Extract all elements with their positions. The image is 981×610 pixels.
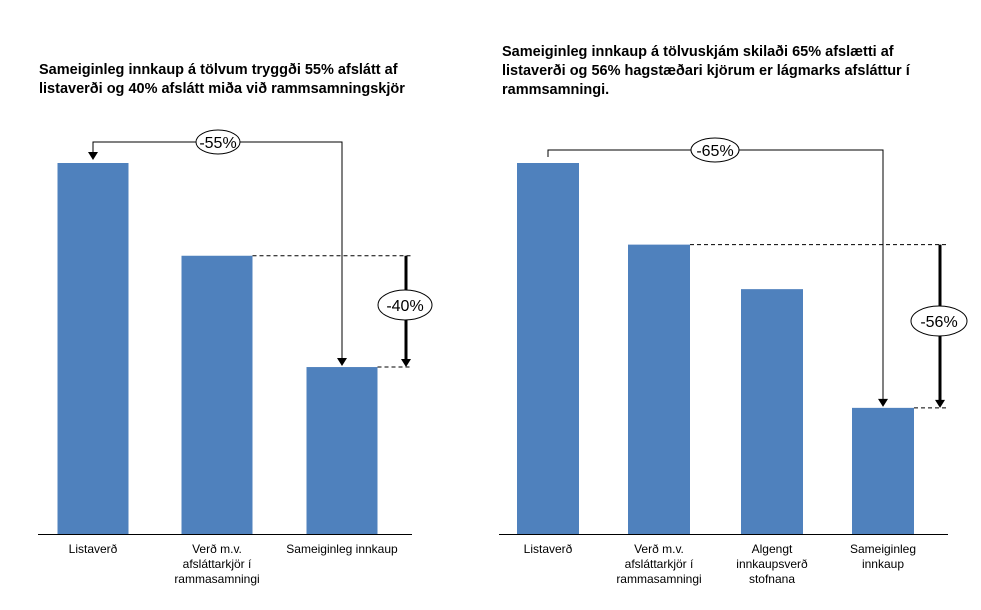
annotation-bubble <box>377 289 433 321</box>
annotation-label: -40% <box>386 298 423 315</box>
x-tick-label-line: rammasamningi <box>174 572 259 586</box>
x-tick-label: Verð m.v. afsláttarkjör í rammasamningi <box>616 542 701 586</box>
chart-left-plot: Listaverð Verð m.v. afsláttarkjör í rammasa… <box>38 129 433 586</box>
x-tick-label-line: rammasamningi <box>616 572 701 586</box>
x-tick-label-line: afsláttarkjör í <box>183 557 252 571</box>
bracket-arrow-head <box>337 358 347 367</box>
x-tick-label: Verð m.v. afsláttarkjör í rammasamningi <box>174 542 259 586</box>
annotation-label: -65% <box>696 143 733 160</box>
x-tick-label-line: innkaupsverð <box>736 557 808 571</box>
annotation-bubble <box>690 137 740 163</box>
chart-right-plot: Listaverð Verð m.v. afsláttarkjör í rammasa… <box>499 137 968 586</box>
x-tick-label: Listaverð <box>524 542 573 556</box>
bracket-arrow-head <box>878 398 888 407</box>
bar <box>628 244 690 534</box>
chart-right: Sameiginleg innkaup á tölvuskjám skilaði… <box>470 0 981 610</box>
drop-arrow-head <box>935 399 945 408</box>
x-tick-label-line: Verð m.v. <box>634 542 684 556</box>
x-tick-label: Algengt innkaupsverð stofnana <box>736 542 808 586</box>
bracket-line <box>547 149 884 400</box>
x-tick-label-line: Listaverð <box>69 542 118 556</box>
bar <box>57 163 129 534</box>
x-tick-label-line: Listaverð <box>524 542 573 556</box>
bar <box>741 289 803 534</box>
annotation-label: -55% <box>199 135 236 152</box>
bar <box>306 367 378 534</box>
x-tick-label-line: stofnana <box>749 572 795 586</box>
chart-title: Sameiginleg innkaup á tölvuskjám skilaði… <box>502 44 910 98</box>
x-tick-label: Sameiginleg innkaup <box>850 542 916 571</box>
bar <box>852 407 914 534</box>
chart-title: Sameiginleg innkaup á tölvum tryggði 55%… <box>39 62 405 97</box>
x-tick-label-line: innkaup <box>862 557 904 571</box>
chart-left: Sameiginleg innkaup á tölvum tryggði 55%… <box>0 0 470 610</box>
x-tick-label-line: Verð m.v. <box>192 542 242 556</box>
annotation-label: -56% <box>920 314 957 331</box>
drop-arrow-head <box>401 359 411 368</box>
x-tick-label-line: Sameiginleg <box>850 542 916 556</box>
bar <box>517 163 579 534</box>
x-tick-label-line: afsláttarkjör í <box>625 557 694 571</box>
x-tick-label: Sameiginleg innkaup <box>286 542 398 556</box>
bar <box>181 255 253 534</box>
x-tick-label-line: Algengt <box>752 542 793 556</box>
annotation-bubble <box>910 305 968 337</box>
x-tick-label-line: Sameiginleg innkaup <box>286 542 398 556</box>
bracket-arrow-head <box>88 152 98 160</box>
annotation-bubble <box>195 129 241 155</box>
x-tick-label: Listaverð <box>69 542 118 556</box>
